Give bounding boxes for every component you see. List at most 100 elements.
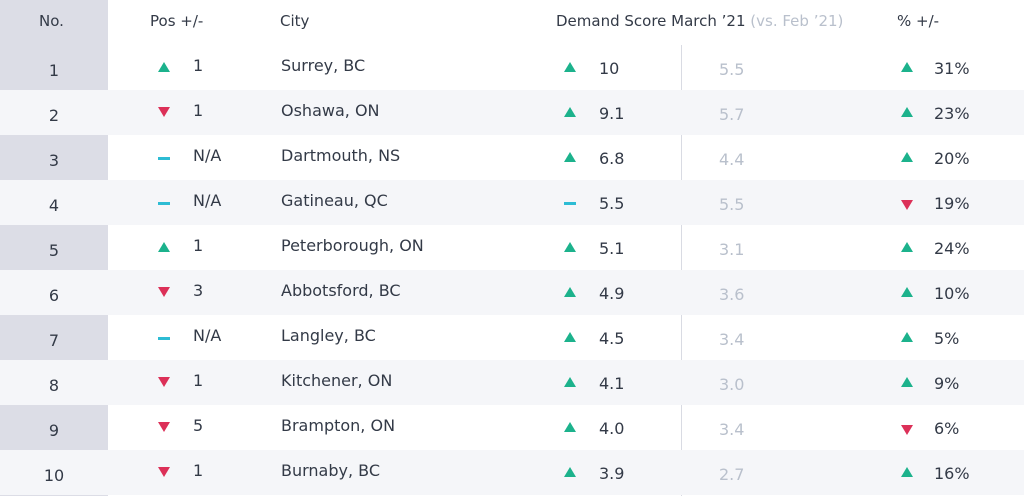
demand-trend-triangle-up-icon xyxy=(564,377,576,387)
rank-number: 7 xyxy=(48,331,60,350)
table-row: 9 5 Brampton, ON 4.0 3.4 6% xyxy=(0,405,1024,450)
percent-change-value: 10% xyxy=(934,284,970,303)
demand-score-march: 9.1 xyxy=(599,104,625,123)
demand-trend-triangle-up-icon xyxy=(564,467,576,477)
city-name: Burnaby, BC xyxy=(281,461,381,480)
table-row: 8 1 Kitchener, ON 4.1 3.0 9% xyxy=(0,360,1024,405)
city-name: Dartmouth, NS xyxy=(281,146,401,165)
table-row: 5 1 Peterborough, ON 5.1 3.1 24% xyxy=(0,225,1024,270)
demand-score-march: 4.9 xyxy=(599,284,625,303)
header-city: City xyxy=(280,12,310,30)
demand-score-march: 6.8 xyxy=(599,149,625,168)
position-change-triangle-down-icon xyxy=(158,287,170,297)
demand-score-march: 4.0 xyxy=(599,419,625,438)
position-change-value: 1 xyxy=(193,371,204,390)
demand-trend-triangle-up-icon xyxy=(564,332,576,342)
demand-trend-triangle-up-icon xyxy=(564,287,576,297)
rank-number: 9 xyxy=(48,421,60,440)
rank-number: 3 xyxy=(48,151,60,170)
table-row: 1 1 Surrey, BC 10 5.5 31% xyxy=(0,45,1024,90)
percent-change-value: 24% xyxy=(934,239,970,258)
rank-number: 5 xyxy=(48,241,60,260)
city-name: Abbotsford, BC xyxy=(281,281,401,300)
position-change-value: 5 xyxy=(193,416,204,435)
rank-number: 2 xyxy=(48,106,60,125)
city-name: Langley, BC xyxy=(281,326,376,345)
demand-score-feb: 5.5 xyxy=(719,195,745,214)
demand-score-march: 5.5 xyxy=(599,194,625,213)
rank-number: 4 xyxy=(48,196,60,215)
header-pos: Pos +/- xyxy=(150,12,204,30)
position-change-value: N/A xyxy=(193,146,222,165)
percent-change-triangle-up-icon xyxy=(901,467,913,477)
demand-score-feb: 5.7 xyxy=(719,105,745,124)
percent-change-value: 31% xyxy=(934,59,970,78)
demand-score-feb: 3.0 xyxy=(719,375,745,394)
demand-score-feb: 3.4 xyxy=(719,420,745,439)
table-row: 2 1 Oshawa, ON 9.1 5.7 23% xyxy=(0,90,1024,135)
demand-score-march: 3.9 xyxy=(599,464,625,483)
demand-score-feb: 3.1 xyxy=(719,240,745,259)
demand-trend-dash-icon xyxy=(564,202,576,205)
position-change-value: 3 xyxy=(193,281,204,300)
header-demand-label: Demand Score March ’21 xyxy=(556,12,746,30)
percent-change-triangle-up-icon xyxy=(901,332,913,342)
demand-trend-triangle-up-icon xyxy=(564,152,576,162)
table-row: 10 1 Burnaby, BC 3.9 2.7 16% xyxy=(0,450,1024,495)
percent-change-value: 23% xyxy=(934,104,970,123)
percent-change-triangle-up-icon xyxy=(901,287,913,297)
percent-change-value: 20% xyxy=(934,149,970,168)
position-change-value: 1 xyxy=(193,461,204,480)
percent-change-triangle-down-icon xyxy=(901,425,913,435)
rank-number: 1 xyxy=(48,61,60,80)
table-header: No. Pos +/- City Demand Score March ’21 … xyxy=(0,0,1024,45)
position-change-dash-icon xyxy=(158,202,170,205)
position-change-dash-icon xyxy=(158,157,170,160)
city-name: Peterborough, ON xyxy=(281,236,424,255)
demand-score-feb: 5.5 xyxy=(719,60,745,79)
demand-score-march: 4.5 xyxy=(599,329,625,348)
percent-change-value: 19% xyxy=(934,194,970,213)
position-change-triangle-down-icon xyxy=(158,467,170,477)
rank-number: 8 xyxy=(48,376,60,395)
table-row: 3 N/A Dartmouth, NS 6.8 4.4 20% xyxy=(0,135,1024,180)
position-change-value: N/A xyxy=(193,326,222,345)
header-no: No. xyxy=(39,12,64,30)
demand-score-feb: 3.6 xyxy=(719,285,745,304)
demand-trend-triangle-up-icon xyxy=(564,107,576,117)
position-change-value: N/A xyxy=(193,191,222,210)
city-name: Oshawa, ON xyxy=(281,101,380,120)
position-change-value: 1 xyxy=(193,236,204,255)
position-change-triangle-down-icon xyxy=(158,107,170,117)
demand-trend-triangle-up-icon xyxy=(564,242,576,252)
percent-change-value: 16% xyxy=(934,464,970,483)
city-name: Surrey, BC xyxy=(281,56,366,75)
percent-change-triangle-up-icon xyxy=(901,152,913,162)
demand-score-march: 10 xyxy=(599,59,620,78)
percent-change-triangle-up-icon xyxy=(901,377,913,387)
city-name: Brampton, ON xyxy=(281,416,396,435)
demand-score-feb: 2.7 xyxy=(719,465,745,484)
position-change-triangle-down-icon xyxy=(158,422,170,432)
table-row: 6 3 Abbotsford, BC 4.9 3.6 10% xyxy=(0,270,1024,315)
city-name: Kitchener, ON xyxy=(281,371,393,390)
number-column-background xyxy=(0,0,108,496)
demand-score-feb: 4.4 xyxy=(719,150,745,169)
position-change-value: 1 xyxy=(193,101,204,120)
demand-score-feb: 3.4 xyxy=(719,330,745,349)
rank-number: 6 xyxy=(48,286,60,305)
header-demand: Demand Score March ’21 (vs. Feb ’21) xyxy=(556,12,843,30)
percent-change-triangle-up-icon xyxy=(901,62,913,72)
table-row: 4 N/A Gatineau, QC 5.5 5.5 19% xyxy=(0,180,1024,225)
demand-score-march: 4.1 xyxy=(599,374,625,393)
demand-trend-triangle-up-icon xyxy=(564,422,576,432)
position-change-triangle-up-icon xyxy=(158,242,170,252)
percent-change-value: 9% xyxy=(934,374,960,393)
table-row: 7 N/A Langley, BC 4.5 3.4 5% xyxy=(0,315,1024,360)
percent-change-triangle-up-icon xyxy=(901,107,913,117)
rank-number: 10 xyxy=(43,466,65,485)
position-change-dash-icon xyxy=(158,337,170,340)
city-name: Gatineau, QC xyxy=(281,191,388,210)
position-change-triangle-down-icon xyxy=(158,377,170,387)
